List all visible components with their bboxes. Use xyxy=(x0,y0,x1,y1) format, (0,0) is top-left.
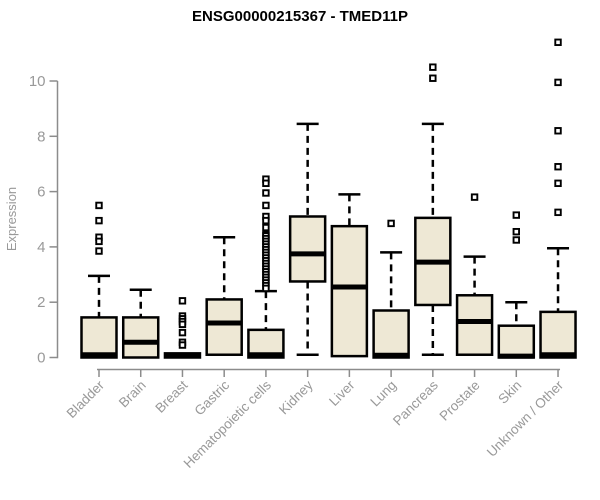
boxplot-kidney xyxy=(288,122,327,356)
outlier-point xyxy=(554,208,562,217)
y-tick-label: 4 xyxy=(37,239,45,256)
box xyxy=(80,316,118,359)
outlier-point xyxy=(262,179,270,188)
box xyxy=(372,309,410,359)
box xyxy=(288,215,327,283)
boxplot-liver xyxy=(330,193,369,358)
boxplot-lung xyxy=(372,219,410,359)
outlier-point xyxy=(554,127,562,135)
x-category-label-pancreas: Pancreas xyxy=(390,377,441,428)
outlier-point xyxy=(262,223,270,232)
outlier-point xyxy=(554,78,562,87)
outlier-point xyxy=(554,38,562,46)
x-category-label-breast: Breast xyxy=(152,377,190,415)
outlier-point xyxy=(262,189,270,197)
box xyxy=(330,224,369,358)
outlier-point xyxy=(512,227,520,236)
y-tick-label: 10 xyxy=(29,73,46,90)
boxplot-prostate xyxy=(455,193,494,356)
boxplot-brain xyxy=(121,288,160,359)
x-category-label-brain: Brain xyxy=(116,378,149,411)
boxplot-series xyxy=(80,38,577,359)
outlier-point xyxy=(178,297,187,305)
y-axis: 0 2 4 6 8 10 xyxy=(29,73,59,367)
outlier-point xyxy=(95,216,103,225)
x-category-label-prostate: Prostate xyxy=(437,378,483,424)
outlier-point xyxy=(429,63,437,71)
box xyxy=(205,298,243,356)
outlier-point xyxy=(512,236,520,244)
box xyxy=(497,324,536,359)
box xyxy=(539,310,577,359)
boxplot-hematopoietic-cells xyxy=(247,175,285,359)
outlier-point xyxy=(95,247,103,255)
boxplot-gastric xyxy=(205,235,243,356)
outlier-point xyxy=(387,219,395,228)
outlier-point xyxy=(262,284,270,293)
outlier-point xyxy=(429,74,437,82)
outlier-point xyxy=(554,163,562,171)
outlier-point xyxy=(178,320,187,329)
box xyxy=(121,316,160,359)
x-category-label-kidney: Kidney xyxy=(276,377,316,417)
outlier-point xyxy=(178,341,187,349)
y-tick-label: 2 xyxy=(37,294,45,311)
x-category-label-unknown-other: Unknown / Other xyxy=(484,377,567,460)
x-category-label-lung: Lung xyxy=(367,378,399,410)
outlier-point xyxy=(262,201,270,210)
boxplot-unknown-other xyxy=(539,38,577,359)
y-tick-label: 6 xyxy=(37,184,45,201)
y-tick-label: 8 xyxy=(37,128,45,145)
boxplot-breast xyxy=(163,297,202,359)
outlier-point xyxy=(470,193,479,201)
x-category-label-liver: Liver xyxy=(326,377,358,409)
outlier-point xyxy=(95,201,103,210)
boxplot-bladder xyxy=(80,201,118,359)
y-tick-label: 0 xyxy=(37,350,45,367)
outlier-point xyxy=(262,216,270,225)
outlier-point xyxy=(512,211,520,219)
boxplot-pancreas xyxy=(414,63,452,356)
boxplot-skin xyxy=(497,211,536,359)
x-category-label-skin: Skin xyxy=(495,378,524,407)
box xyxy=(455,294,494,356)
y-axis-label: Expression xyxy=(4,187,19,251)
chart-title: ENSG00000215367 - TMED11P xyxy=(192,8,408,25)
outlier-point xyxy=(554,179,562,188)
x-category-label-gastric: Gastric xyxy=(191,377,232,418)
x-category-label-bladder: Bladder xyxy=(64,377,108,421)
outlier-point xyxy=(178,328,187,337)
outlier-point xyxy=(95,237,103,246)
